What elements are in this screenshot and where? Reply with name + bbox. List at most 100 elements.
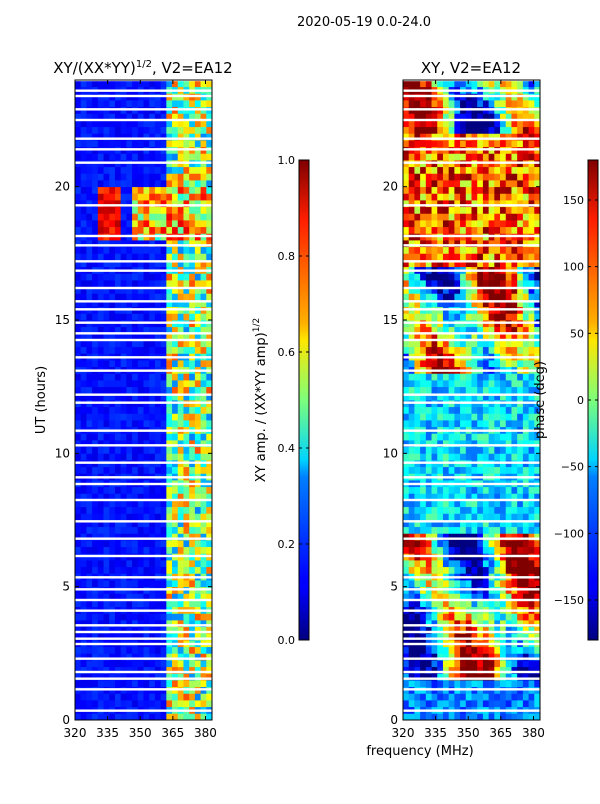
amp-heatmap-cell	[114, 326, 122, 334]
amp-heatmap-cell	[172, 166, 179, 174]
amp-heatmap-cell	[109, 713, 116, 720]
phase-heatmap-cell	[528, 580, 535, 588]
phase-heatmap-cell	[454, 280, 461, 288]
amp-heatmap-cell	[92, 126, 99, 134]
phase-heatmap-cell	[528, 360, 535, 368]
phase-heatmap-cell	[471, 140, 478, 148]
phase-heatmap-cell	[534, 673, 540, 681]
phase-heatmap-cell	[500, 433, 507, 441]
amp-heatmap-cell	[160, 493, 167, 501]
phase-heatmap-cell	[522, 580, 529, 588]
phase-heatmap-cell	[482, 200, 490, 208]
phase-heatmap-cell	[500, 313, 507, 321]
amp-heatmap-cell	[86, 113, 93, 121]
amp-heatmap-cell	[194, 133, 201, 141]
phase-heatmap-cell	[425, 380, 432, 388]
phase-heatmap-cell	[465, 133, 472, 141]
amp-heatmap-cell	[189, 413, 196, 421]
amp-heatmap-cell	[160, 100, 167, 108]
amp-heatmap-cell	[177, 300, 184, 308]
phase-heatmap-cell	[460, 420, 467, 428]
amp-heatmap-cell	[172, 273, 179, 281]
amp-heatmap-cell	[194, 546, 201, 554]
amp-heatmap-cell	[189, 513, 196, 521]
amp-heatmap-cell	[149, 406, 156, 414]
phase-heatmap-cell	[437, 666, 444, 674]
amp-heatmap-cell	[177, 666, 184, 674]
phase-heatmap-cell	[465, 540, 472, 548]
phase-heatmap-cell	[465, 173, 472, 181]
amp-heatmap-cell	[103, 133, 110, 141]
amp-heatmap-cell	[137, 593, 144, 601]
phase-heatmap-cell	[494, 446, 501, 454]
amp-heatmap-cell	[132, 493, 139, 501]
phase-heatmap-cell	[471, 180, 478, 188]
phase-heatmap-cell	[460, 126, 467, 134]
phase-heatmap-cell	[403, 373, 410, 381]
phase-heatmap-cell	[403, 360, 410, 368]
amp-heatmap-cell	[143, 653, 150, 661]
phase-heatmap-cell	[425, 680, 432, 688]
amp-heatmap-cell	[114, 113, 122, 121]
phase-heatmap-cell	[414, 660, 421, 668]
phase-heatmap-cell	[448, 420, 455, 428]
amp-heatmap-cell	[154, 513, 162, 521]
amp-heatmap-cell	[166, 406, 173, 414]
amp-heatmap-cell	[177, 660, 184, 668]
phase-heatmap-cell	[448, 126, 455, 134]
phase-heatmap-cell	[505, 80, 512, 88]
amp-heatmap-cell	[103, 260, 110, 268]
amp-heatmap-cell	[132, 153, 139, 161]
phase-heatmap-cell	[500, 580, 507, 588]
amp-heatmap-cell	[177, 80, 184, 88]
phase-heatmap-cell	[442, 440, 450, 448]
phase-heatmap-cell	[511, 540, 518, 548]
phase-heatmap-cell	[528, 486, 535, 494]
phase-heatmap-cell	[517, 693, 524, 701]
amp-heatmap-cell	[183, 633, 190, 641]
phase-heatmap-cell	[420, 420, 427, 428]
phase-heatmap-cell	[408, 226, 415, 234]
amp-heatmap-cell	[189, 660, 196, 668]
phase-heatmap-cell	[500, 133, 507, 141]
phase-heatmap-cell	[454, 173, 461, 181]
amp-heatmap-cell	[97, 213, 104, 221]
amp-heatmap-cell	[114, 313, 122, 321]
amp-heatmap-cell	[206, 286, 212, 294]
phase-heatmap-cell	[488, 513, 495, 521]
phase-heatmap-cell	[534, 186, 540, 194]
amp-heatmap-cell	[160, 520, 167, 528]
amp-heatmap-cell	[92, 420, 99, 428]
amp-colorbar: 0.00.20.40.60.81.0 XY amp. / (XX*YY amp)…	[252, 154, 310, 647]
amp-heatmap-cell	[172, 520, 179, 528]
phase-heatmap-cell	[511, 713, 518, 720]
amp-heatmap-cell	[114, 346, 122, 354]
phase-heatmap-cell	[482, 433, 490, 441]
phase-heatmap-cell	[517, 420, 524, 428]
amp-heatmap-cell	[92, 240, 99, 248]
amp-heatmap-cell	[86, 560, 93, 568]
amp-heatmap-cell	[80, 326, 87, 334]
phase-heatmap-cell	[454, 80, 461, 88]
phase-heatmap-cell	[465, 653, 472, 661]
phase-heatmap-cell	[454, 500, 461, 508]
phase-heatmap-cell	[477, 120, 484, 128]
phase-heatmap-cell	[460, 273, 467, 281]
phase-heatmap-cell	[482, 486, 490, 494]
phase-heatmap-cell	[437, 466, 444, 474]
amp-heatmap-cell	[183, 260, 190, 268]
phase-heatmap-cell	[442, 513, 450, 521]
amp-heatmap-cell	[80, 126, 87, 134]
phase-heatmap-cell	[477, 246, 484, 254]
amp-heatmap-cell	[80, 293, 87, 301]
amp-heatmap-cell	[172, 693, 179, 701]
phase-heatmap-cell	[494, 673, 501, 681]
amp-heatmap-cell	[200, 226, 207, 234]
phase-heatmap-cell	[517, 413, 524, 421]
amp-heatmap-cell	[126, 126, 133, 134]
phase-heatmap-cell	[522, 420, 529, 428]
phase-heatmap-cell	[437, 120, 444, 128]
phase-heatmap-cell	[465, 406, 472, 414]
amp-heatmap-cell	[166, 613, 173, 621]
amp-heatmap-cell	[166, 200, 173, 208]
